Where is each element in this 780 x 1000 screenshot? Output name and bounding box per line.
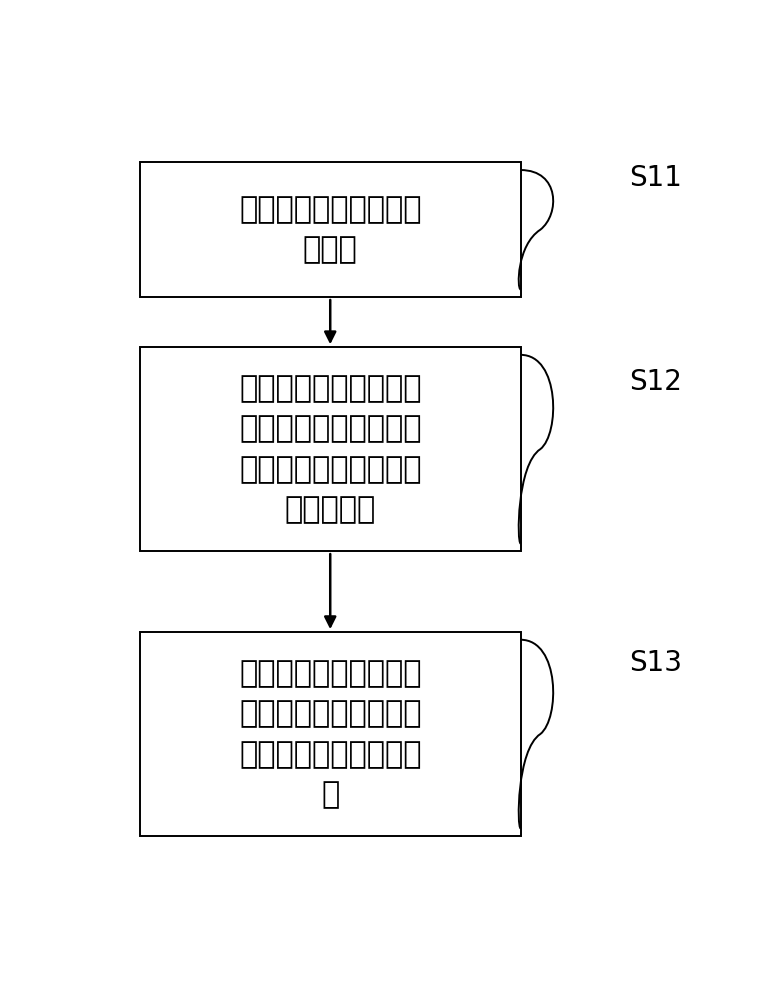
Bar xyxy=(140,632,520,836)
Bar xyxy=(140,347,520,551)
Text: S13: S13 xyxy=(629,649,682,677)
Text: S12: S12 xyxy=(629,368,682,396)
Text: 对匹配滤波后胎心音信
号的进行非线性峰值增
强，得到胎心音信号包
络: 对匹配滤波后胎心音信 号的进行非线性峰值增 强，得到胎心音信号包 络 xyxy=(239,659,421,809)
Bar xyxy=(140,162,520,297)
Text: 采集胎心音信号并进行
预处理: 采集胎心音信号并进行 预处理 xyxy=(239,195,421,264)
Text: S11: S11 xyxy=(629,164,682,192)
Text: 由该胎心音信号中取得
模板信号，使用该模板
信号对该胎心音信号进
行匹配滤波: 由该胎心音信号中取得 模板信号，使用该模板 信号对该胎心音信号进 行匹配滤波 xyxy=(239,374,421,524)
